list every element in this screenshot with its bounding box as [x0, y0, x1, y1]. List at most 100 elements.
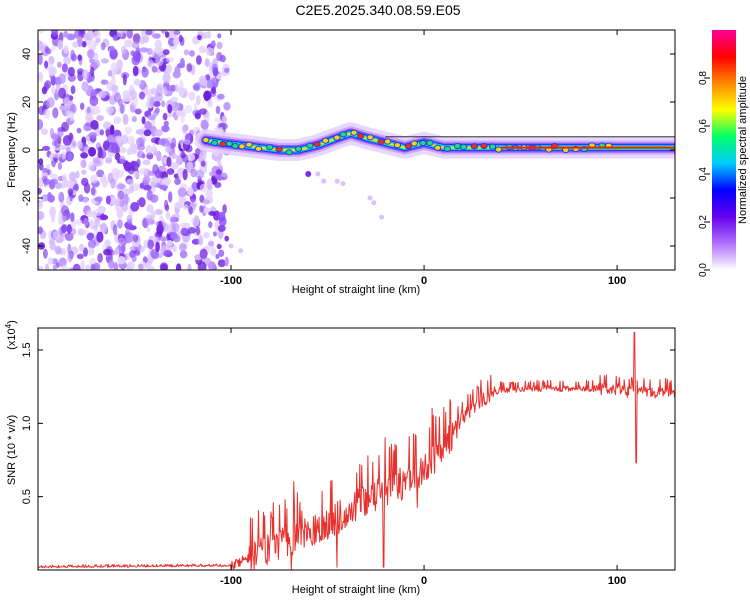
- noise-blob: [105, 195, 111, 205]
- noise-blob: [202, 152, 208, 159]
- noise-blob: [172, 244, 178, 253]
- noise-blob: [79, 243, 85, 252]
- noise-blob: [184, 133, 191, 141]
- noise-blob: [65, 146, 71, 153]
- noise-blob: [98, 90, 107, 99]
- noise-blob: [70, 85, 76, 95]
- noise-blob: [182, 204, 189, 210]
- noise-blob: [156, 83, 163, 92]
- spectrogram-panel: -100 0 100 -40 -20 0 20 40 Height of straight l…: [6, 29, 676, 296]
- noise-blob: [88, 147, 97, 157]
- noise-blob: [205, 111, 210, 123]
- noise-blob: [215, 169, 222, 175]
- noise-blob: [172, 101, 180, 110]
- noise-blob: [138, 91, 146, 100]
- noise-blob: [44, 263, 50, 270]
- noise-blob: [156, 150, 162, 162]
- noise-blob: [187, 153, 196, 162]
- noise-blob: [126, 178, 134, 186]
- noise-blob: [208, 261, 216, 270]
- noise-blob: [221, 172, 227, 178]
- noise-blob: [81, 69, 89, 80]
- spectral-peak: [266, 144, 274, 151]
- noise-blob: [88, 161, 96, 172]
- noise-blob: [158, 178, 165, 186]
- noise-blob: [151, 66, 158, 73]
- noise-blob: [122, 74, 127, 86]
- noise-blob: [214, 181, 222, 188]
- spectral-peak: [306, 142, 314, 149]
- noise-blob: [160, 263, 168, 270]
- noise-blob: [146, 218, 154, 226]
- noise-blob: [164, 31, 170, 38]
- noise-blob: [67, 66, 75, 77]
- noise-blob: [161, 100, 166, 108]
- spectral-peak: [459, 143, 468, 151]
- noise-blob: [145, 206, 150, 212]
- noise-blob: [134, 108, 142, 115]
- noise-blob: [60, 205, 70, 216]
- noise-blob: [151, 87, 157, 95]
- noise-blob: [42, 178, 51, 185]
- noise-blob: [206, 79, 215, 89]
- noise-blob: [158, 166, 168, 172]
- snr-ytick-label: 0.5: [21, 489, 33, 504]
- noise-blob: [81, 229, 90, 235]
- noise-blob: [103, 248, 112, 256]
- noise-blob: [228, 243, 234, 249]
- spectral-peak: [426, 139, 434, 146]
- noise-blob: [218, 211, 226, 222]
- noise-blob: [142, 176, 151, 183]
- noise-blob: [38, 226, 43, 235]
- noise-blob: [69, 111, 74, 122]
- noise-blob: [61, 63, 68, 73]
- noise-blob: [139, 167, 149, 175]
- noise-blob: [131, 116, 137, 123]
- noise-blob: [205, 47, 214, 56]
- noise-blob: [127, 218, 132, 225]
- noise-blob: [222, 204, 227, 214]
- noise-blob: [48, 66, 57, 76]
- noise-blob: [163, 249, 173, 258]
- noise-blob: [174, 84, 179, 92]
- noise-blob: [131, 253, 137, 263]
- noise-blob: [217, 174, 223, 182]
- snr-xlabel: Height of straight line (km): [292, 584, 420, 596]
- noise-blob: [38, 162, 44, 171]
- noise-blob: [192, 82, 201, 92]
- noise-blob: [72, 41, 79, 48]
- noise-blob: [180, 87, 189, 99]
- spectral-peak: [470, 143, 479, 150]
- noise-blob: [129, 143, 138, 155]
- colorbar-tick-label: 0.8: [698, 71, 709, 85]
- noise-blob: [38, 54, 43, 65]
- noise-blob: [61, 150, 66, 160]
- noise-blob: [49, 173, 59, 179]
- noise-blob: [162, 72, 171, 84]
- noise-blob: [184, 104, 193, 114]
- noise-blob: [58, 105, 68, 111]
- noise-blob: [151, 251, 160, 260]
- noise-blob: [76, 253, 84, 260]
- noise-blob: [86, 210, 93, 218]
- spectral-peak: [366, 134, 374, 141]
- noise-blob: [40, 196, 45, 203]
- noise-blob: [62, 135, 72, 146]
- noise-blob: [113, 262, 119, 270]
- noise-blob: [162, 49, 170, 56]
- noise-blob: [139, 245, 146, 253]
- noise-blob: [132, 50, 142, 63]
- snr-xtick-label: 100: [608, 575, 626, 587]
- noise-blob: [72, 141, 77, 147]
- noise-blob: [80, 260, 85, 270]
- noise-blob: [49, 242, 56, 251]
- noise-blob: [57, 61, 62, 68]
- spectral-peak: [333, 134, 341, 141]
- noise-blob: [118, 237, 126, 246]
- noise-blob: [60, 264, 69, 270]
- noise-blob: [126, 30, 133, 39]
- noise-blob: [89, 95, 99, 107]
- noise-blob: [180, 151, 186, 159]
- noise-blob: [315, 171, 321, 177]
- noise-blob: [223, 102, 231, 111]
